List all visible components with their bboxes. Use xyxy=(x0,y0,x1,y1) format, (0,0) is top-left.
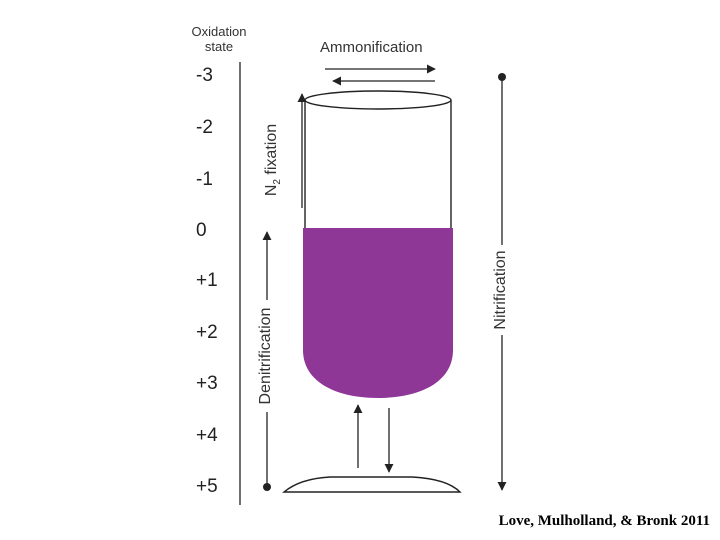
n2-fixation-base: N xyxy=(263,184,280,197)
tick-label: +4 xyxy=(196,425,218,446)
cylinder-purple-fill xyxy=(303,228,453,398)
denitrification-label: Denitrification xyxy=(257,307,274,405)
tick-label: 0 xyxy=(196,220,207,241)
citation: Love, Mulholland, & Bronk 2011 xyxy=(498,513,710,529)
base-plate xyxy=(282,476,462,493)
tick-label: +3 xyxy=(196,373,218,394)
tick-label: -1 xyxy=(196,169,213,190)
axis-title: Oxidation state xyxy=(178,24,260,54)
tick-label: -2 xyxy=(196,117,213,138)
tick-label: +5 xyxy=(196,476,218,497)
tick-label: +1 xyxy=(196,270,218,291)
n2-fixation-rest: fixation xyxy=(263,123,280,180)
denitrification-start-dot xyxy=(263,483,271,491)
ammonification-label: Ammonification xyxy=(320,39,423,56)
nitrification-label: Nitrification xyxy=(492,250,509,330)
axis-title-line1: Oxidation xyxy=(191,24,247,39)
tick-label: -3 xyxy=(196,65,213,86)
n2-fixation-label: N2 fixation xyxy=(263,105,283,215)
n2-fixation-subscript: 2 xyxy=(272,179,284,185)
tick-label: +2 xyxy=(196,322,218,343)
cylinder-top-ellipse xyxy=(304,90,452,110)
axis-title-line2: state xyxy=(204,39,234,54)
